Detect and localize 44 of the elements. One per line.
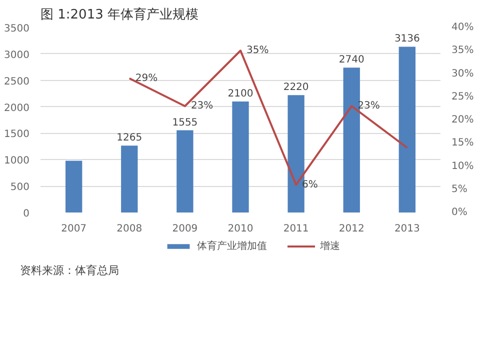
y-tick-label: 3000 — [4, 50, 30, 61]
x-tick-label: 2010 — [228, 224, 254, 234]
x-tick-label: 2013 — [394, 224, 420, 234]
y2-tick-label: 40% — [452, 22, 474, 33]
data-label: 3136 — [394, 34, 420, 45]
y2-tick-label: 10% — [452, 160, 474, 172]
y2-tick-label: 35% — [452, 45, 474, 56]
y-tick-label: 3500 — [4, 24, 30, 34]
y-tick-label: 1500 — [4, 129, 30, 140]
y-tick-label: 2500 — [4, 76, 30, 88]
y-tick-label: 500 — [10, 182, 30, 194]
data-label: 1265 — [116, 132, 142, 144]
y2-tick-label: 5% — [452, 184, 468, 195]
y2-tick-label: 15% — [452, 138, 474, 149]
data-label: 2220 — [283, 82, 309, 94]
bar — [343, 68, 360, 212]
data-label: 1555 — [172, 117, 198, 128]
bar — [232, 102, 249, 212]
legend-label: 体育产业增加值 — [197, 240, 267, 253]
legend-label: 增速 — [320, 240, 340, 253]
data-label: 29% — [135, 72, 158, 84]
y-tick-label: 1000 — [4, 156, 30, 167]
y2-tick-label: 30% — [452, 68, 474, 80]
bar — [176, 130, 194, 212]
data-label: 23% — [190, 100, 214, 112]
bar — [121, 146, 138, 212]
data-label: 2100 — [228, 88, 254, 100]
x-tick-label: 2009 — [172, 224, 198, 234]
text: 资料来源：体育总局 — [20, 263, 119, 279]
data-label: 2740 — [338, 54, 364, 66]
y-tick-label: 2000 — [4, 102, 30, 114]
y2-tick-label: 0% — [452, 207, 468, 218]
x-tick-label: 2008 — [116, 224, 142, 234]
y-tick-label: 0 — [23, 208, 30, 220]
bar — [288, 95, 304, 212]
y2-tick-label: 20% — [452, 114, 474, 126]
bar — [398, 46, 416, 212]
x-tick-label: 2011 — [283, 224, 309, 234]
x-tick-label: 2012 — [338, 224, 364, 234]
bar — [66, 160, 82, 212]
data-label: 35% — [246, 45, 269, 56]
chart-title: 图 1:2013 年体育产业规模 — [40, 6, 198, 22]
y2-tick-label: 25% — [452, 91, 474, 102]
x-tick-label: 2007 — [61, 224, 87, 234]
